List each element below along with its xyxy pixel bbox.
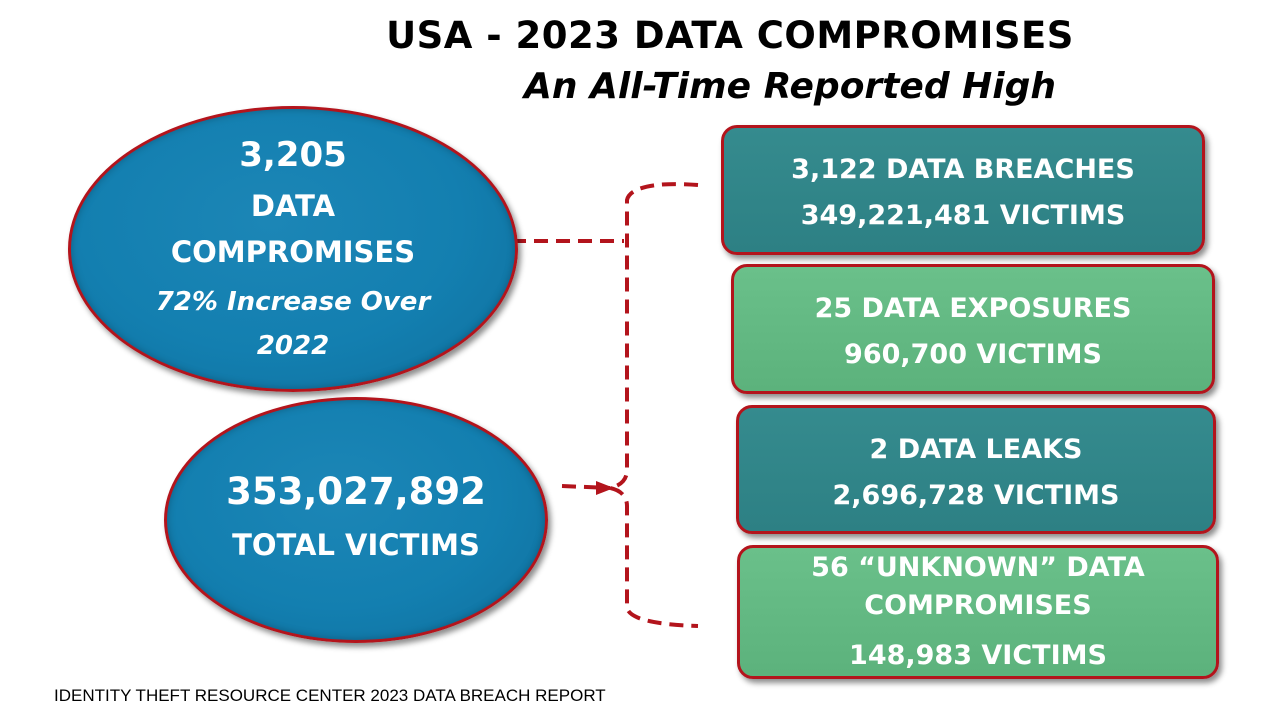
compromises-count: 3,205 <box>239 135 347 175</box>
data-breaches-box: 3,122 DATA BREACHES 349,221,481 VICTIMS <box>721 125 1205 255</box>
data-exposures-label: 25 DATA EXPOSURES <box>814 293 1132 324</box>
bracket-tip <box>596 481 614 495</box>
page-subtitle: An All-Time Reported High <box>524 66 1056 107</box>
increase-text-line1: 72% Increase Over <box>155 287 431 317</box>
unknown-compromises-victims: 148,983 VICTIMS <box>849 640 1107 671</box>
unknown-compromises-label-line1: 56 “UNKNOWN” DATA <box>811 552 1145 583</box>
total-victims-oval: 353,027,892 TOTAL VICTIMS <box>164 397 548 643</box>
data-exposures-box: 25 DATA EXPOSURES 960,700 VICTIMS <box>731 264 1215 394</box>
data-exposures-victims: 960,700 VICTIMS <box>844 339 1102 370</box>
data-compromises-oval: 3,205 DATA COMPROMISES 72% Increase Over… <box>68 106 518 392</box>
data-leaks-victims: 2,696,728 VICTIMS <box>832 480 1120 511</box>
page-title: USA - 2023 DATA COMPROMISES <box>386 14 1074 57</box>
total-victims-count: 353,027,892 <box>226 470 486 513</box>
compromises-label-line2: COMPROMISES <box>170 235 416 269</box>
bracket-curve <box>609 182 699 628</box>
unknown-compromises-box: 56 “UNKNOWN” DATA COMPROMISES 148,983 VI… <box>737 545 1219 679</box>
connector-victims-line <box>561 484 611 490</box>
data-breaches-victims: 349,221,481 VICTIMS <box>800 200 1126 231</box>
unknown-compromises-label-line2: COMPROMISES <box>864 590 1092 621</box>
increase-text-line2: 2022 <box>256 331 330 361</box>
compromises-label-line1: DATA <box>250 189 336 223</box>
source-footer: IDENTITY THEFT RESOURCE CENTER 2023 DATA… <box>54 686 606 705</box>
total-victims-label: TOTAL VICTIMS <box>232 528 480 562</box>
data-breaches-label: 3,122 DATA BREACHES <box>791 154 1135 185</box>
data-leaks-box: 2 DATA LEAKS 2,696,728 VICTIMS <box>736 405 1216 534</box>
data-leaks-label: 2 DATA LEAKS <box>869 434 1083 465</box>
